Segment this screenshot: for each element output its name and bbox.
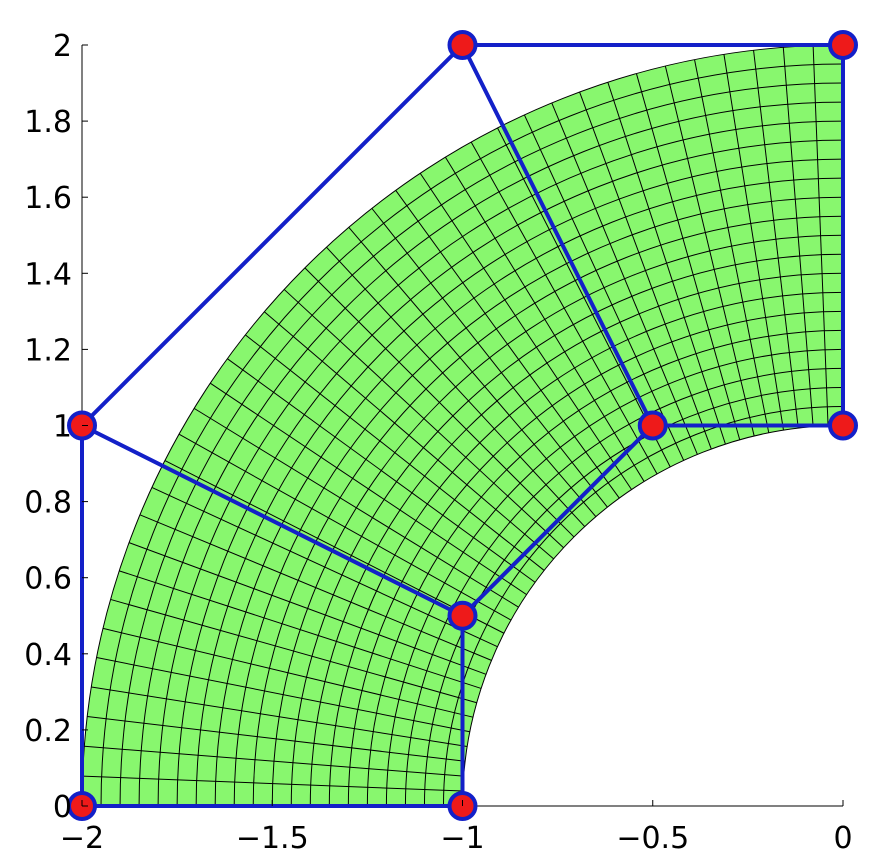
mesh-radial-line	[84, 745, 464, 777]
mesh-radial-line	[753, 50, 799, 429]
mesh-radial-line	[193, 407, 519, 608]
control-point	[828, 410, 858, 441]
mesh-radial-line	[419, 172, 633, 490]
x-tick-label: −0.5	[616, 821, 689, 856]
control-polygon-line	[80, 423, 465, 618]
mesh-radial-line	[664, 65, 755, 437]
mesh-layer	[81, 44, 844, 807]
mesh-radial-line	[102, 627, 474, 718]
mesh-radial-line	[87, 716, 466, 762]
y-tick-label: 1.8	[24, 105, 72, 140]
mesh-radial-line	[444, 156, 645, 482]
x-tick-label: −1.5	[236, 821, 309, 856]
control-point	[828, 30, 858, 60]
mesh-radial-line	[110, 598, 477, 704]
mesh-radial-line	[91, 686, 468, 747]
mesh-radial-line	[348, 227, 597, 517]
mesh-radial-line	[812, 45, 829, 426]
mesh-radial-line	[82, 775, 463, 792]
mesh-radial-line	[227, 358, 536, 583]
mesh-radial-line	[635, 73, 741, 440]
y-tick-label: 0	[53, 790, 72, 825]
y-tick-label: 0.8	[24, 486, 72, 521]
x-tick-label: −1	[440, 821, 484, 856]
x-tick-label: −2	[60, 821, 104, 856]
y-tick-label: 1.2	[24, 333, 72, 368]
mesh-radial-line	[470, 141, 658, 475]
x-tick-label: 0	[833, 821, 852, 856]
control-point	[447, 600, 478, 631]
control-point	[637, 410, 668, 441]
mesh-radial-line	[119, 570, 482, 689]
control-point	[447, 30, 478, 60]
mesh-radial-line	[164, 460, 505, 634]
y-tick-label: 0.2	[24, 714, 72, 749]
mesh-radial-line	[607, 82, 726, 445]
y-tick-label: 1.4	[24, 257, 72, 292]
mesh-radial-line	[151, 486, 498, 648]
mesh-radial-line	[523, 114, 685, 461]
mesh-radial-line	[139, 514, 492, 661]
mesh-radial-line	[128, 542, 487, 675]
mesh-radial-line	[723, 54, 784, 431]
mesh-radial-line	[245, 334, 545, 571]
mesh-radial-line	[304, 267, 575, 538]
control-polygon-line	[80, 43, 845, 808]
mesh-radial-line	[371, 208, 608, 508]
mesh-radial-line	[178, 433, 512, 621]
y-tick-label: 1	[53, 410, 72, 445]
mesh-radial-line	[283, 289, 564, 549]
mesh-radial-line	[209, 382, 527, 596]
mesh-radial-line	[395, 190, 620, 499]
tick-labels: −2 −1.5 −1 −0.5 0 0 0.2 0.4 0.6 0.8 1 1.2 1.4 1.6 1.8 2	[24, 29, 852, 856]
mesh-radial-line	[497, 127, 671, 468]
mesh-radial-line	[694, 59, 770, 433]
mesh-radial-line	[782, 47, 814, 427]
control-polygon-line	[460, 43, 655, 428]
mesh-radial-line	[551, 102, 698, 455]
mesh-radial-line	[264, 311, 554, 560]
mesh-radial-line	[326, 246, 586, 527]
mesh-radial-line	[96, 657, 470, 733]
y-tick-label: 2	[53, 29, 72, 64]
mesh-radial-line	[579, 91, 712, 450]
y-tick-label: 0.6	[24, 562, 72, 597]
control-polygon	[80, 43, 845, 808]
y-tick-label: 0.4	[24, 638, 72, 673]
y-tick-label: 1.6	[24, 181, 72, 216]
control-polygon-line	[460, 423, 845, 808]
